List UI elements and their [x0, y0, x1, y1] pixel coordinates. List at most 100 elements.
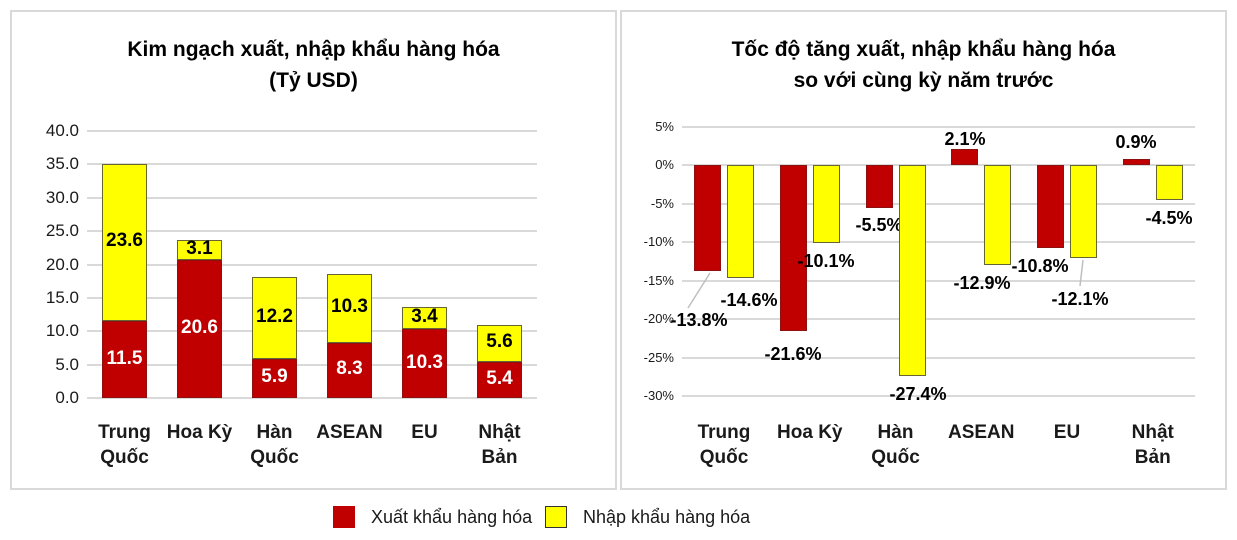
export-value-label: 20.6 [181, 317, 218, 339]
export-growth-bar [1037, 165, 1064, 249]
legend-item-import: Nhập khẩu hàng hóa [545, 502, 750, 532]
category-label: Hoa Kỳ [777, 422, 843, 443]
chart-panel-turnover: Kim ngạch xuất, nhập khẩu hàng hóa (Tỷ U… [10, 10, 617, 490]
legend-label-export: Xuất khẩu hàng hóa [371, 506, 533, 527]
import-growth-value-label: -10.1% [797, 251, 855, 271]
gridline [87, 230, 537, 233]
growth-chart-y-axis: 5% 0% -5% -10% -15% -20% -25% -30% [622, 119, 674, 403]
import-bar-segment [327, 273, 372, 343]
y-tick-label: -25% [643, 349, 674, 365]
export-color-swatch-icon [333, 506, 355, 528]
export-value-label: 8.3 [336, 358, 363, 380]
gridline [87, 397, 537, 399]
y-tick-label: 10.0 [45, 321, 79, 341]
import-value-label: 12.2 [256, 305, 293, 327]
category-label: Nhật Bản [1131, 422, 1174, 468]
import-bar-segment [402, 306, 447, 330]
y-tick-label: -10% [643, 234, 674, 250]
import-growth-value-label: -27.4% [889, 384, 947, 404]
label-leader-lines [687, 259, 1084, 309]
turnover-chart-plot-area: 11.5 23.6 20.6 3.1 5.9 12.2 8.3 10.3 10.3 3.4 5.4 5… [87, 130, 537, 399]
import-value-label: 5.6 [486, 331, 513, 353]
export-growth-value-label: -13.8% [670, 310, 728, 330]
import-growth-bar [1070, 165, 1097, 259]
import-bar-segment [177, 239, 222, 261]
growth-chart-title: Tốc độ tăng xuất, nhập khẩu hàng hóa so … [622, 34, 1225, 96]
gridline [682, 356, 1195, 359]
import-bar-segment [252, 277, 297, 359]
export-growth-bar [1122, 158, 1150, 166]
y-tick-label: 5.0 [55, 354, 79, 374]
turnover-chart-x-axis: Trung Quốc Hoa Kỳ Hàn Quốc ASEAN EU Nhật Bản [12, 420, 615, 484]
import-growth-bar [727, 165, 754, 278]
export-bar-segment [252, 358, 297, 398]
turnover-chart-title: Kim ngạch xuất, nhập khẩu hàng hóa (Tỷ U… [12, 34, 615, 96]
gridline [87, 363, 537, 366]
export-growth-value-label: -5.5% [855, 215, 903, 235]
turnover-chart-title-line2: (Tỷ USD) [269, 69, 358, 92]
category-label: Hoa Kỳ [166, 422, 233, 443]
y-tick-label: 20.0 [45, 254, 79, 274]
category-label: ASEAN [316, 422, 383, 443]
import-growth-value-label: -4.5% [1145, 208, 1193, 228]
y-tick-label: 15.0 [45, 287, 79, 307]
export-growth-value-label: 2.1% [944, 129, 986, 149]
export-growth-bar [865, 165, 893, 208]
legend: Xuất khẩu hàng hóa Nhập khẩu hàng hóa [0, 502, 1237, 536]
gridline [87, 296, 537, 299]
export-growth-bar [951, 149, 979, 166]
export-growth-value-label: -21.6% [764, 344, 822, 364]
turnover-chart-y-axis: 40.0 35.0 30.0 25.0 20.0 15.0 10.0 5.0 0.0 [12, 121, 79, 407]
import-growth-value-label: -14.6% [720, 290, 778, 310]
gridline [682, 241, 1195, 244]
export-growth-bar [779, 165, 807, 332]
y-tick-label: 30.0 [45, 187, 79, 207]
export-value-label: 11.5 [106, 347, 143, 369]
y-tick-label: 5% [655, 119, 674, 134]
gridline [87, 163, 537, 166]
category-label: Hàn Quốc [250, 422, 299, 468]
growth-chart-title-line2: so với cùng kỳ năm trước [793, 69, 1054, 92]
export-bar-segment [477, 361, 522, 398]
import-color-swatch-icon [545, 506, 567, 528]
import-growth-bar [812, 165, 840, 244]
export-growth-bar [694, 165, 721, 272]
gridline [87, 196, 537, 199]
export-value-label: 5.4 [486, 367, 513, 389]
export-bar-segment [102, 321, 147, 398]
import-bar-segment [102, 163, 147, 322]
import-value-label: 23.6 [106, 230, 143, 252]
import-growth-bar [898, 165, 926, 376]
export-value-label: 10.3 [406, 351, 443, 373]
leader-line [1079, 259, 1084, 287]
y-tick-label: 35.0 [45, 154, 79, 174]
gridline [682, 164, 1195, 167]
legend-item-export: Xuất khẩu hàng hóa [333, 502, 532, 532]
export-bar-segment [327, 342, 372, 398]
gridline [682, 395, 1195, 397]
import-bar-segment [477, 324, 522, 362]
legend-label-import: Nhập khẩu hàng hóa [583, 506, 751, 527]
category-label: Trung Quốc [697, 422, 751, 468]
import-value-label: 3.1 [186, 238, 213, 260]
growth-chart-plot-area: -13.8% -14.6% -21.6% -10.1% -5.5% -27.4% 2.1% -… [670, 126, 1195, 404]
gridline [682, 318, 1195, 321]
y-tick-label: 25.0 [45, 221, 79, 241]
gridline [87, 130, 537, 132]
gridline [682, 126, 1195, 128]
import-growth-bar [1155, 165, 1183, 200]
growth-chart-x-axis: Trung Quốc Hoa Kỳ Hàn Quốc ASEAN EU Nhật Bản [622, 420, 1225, 484]
gridline [87, 263, 537, 266]
y-tick-label: -15% [643, 272, 674, 288]
y-tick-label: -20% [643, 311, 674, 327]
growth-chart-title-line1: Tốc độ tăng xuất, nhập khẩu hàng hóa [731, 38, 1116, 61]
import-growth-value-label: -12.1% [1051, 289, 1109, 309]
y-tick-label: -5% [650, 195, 674, 211]
gridline [682, 279, 1195, 282]
y-tick-label: 0.0 [55, 388, 79, 407]
turnover-chart-title-line1: Kim ngạch xuất, nhập khẩu hàng hóa [127, 38, 500, 61]
leader-line [687, 272, 711, 309]
y-tick-label: 0% [655, 157, 674, 173]
import-growth-value-label: -12.9% [953, 273, 1011, 293]
